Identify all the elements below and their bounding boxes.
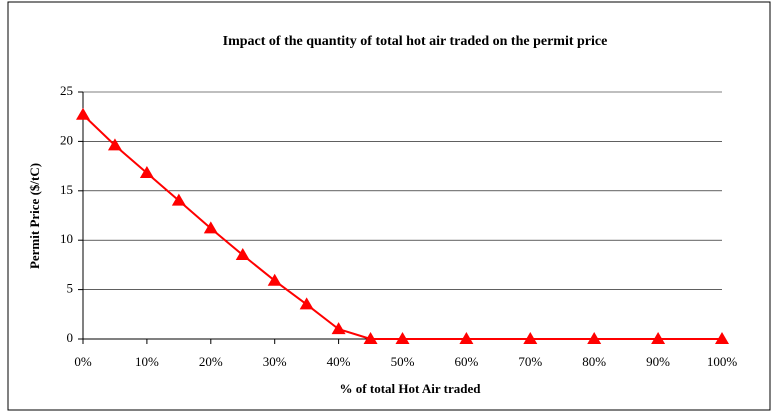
data-point (267, 273, 282, 286)
x-tick-label: 100% (707, 354, 738, 369)
x-tick-label: 40% (327, 354, 351, 369)
x-tick-label: 90% (646, 354, 670, 369)
data-point (363, 332, 378, 344)
x-axis-label: % of total Hot Air traded (340, 381, 482, 396)
data-point (235, 248, 250, 261)
x-tick-label: 60% (454, 354, 478, 369)
series-line (82, 114, 722, 340)
data-point (587, 332, 602, 344)
x-tick-label: 70% (518, 354, 542, 369)
chart-title: Impact of the quantity of total hot air … (223, 34, 608, 49)
data-point (715, 332, 729, 344)
y-tick-label: 5 (67, 281, 74, 296)
data-point (523, 332, 538, 344)
data-point (107, 138, 122, 151)
data-point (459, 332, 474, 344)
x-tick-label: 20% (199, 354, 223, 369)
data-point (203, 221, 218, 234)
x-tick-label: 0% (74, 354, 92, 369)
y-tick-label: 10 (60, 231, 73, 246)
x-tick-label: 50% (391, 354, 415, 369)
data-point (76, 107, 90, 120)
y-axis-label: Permit Price ($/tC) (27, 163, 42, 269)
data-point (395, 332, 410, 344)
y-tick-label: 0 (67, 330, 74, 345)
chart-border (7, 1, 771, 411)
y-tick-label: 20 (60, 132, 73, 147)
y-tick-label: 15 (60, 182, 73, 197)
x-tick-label: 80% (582, 354, 606, 369)
y-tick-label: 25 (60, 83, 73, 98)
data-point (651, 332, 666, 344)
x-tick-label: 30% (263, 354, 287, 369)
data-point (299, 297, 314, 310)
data-point (139, 166, 154, 179)
data-point (331, 322, 346, 335)
x-tick-label: 10% (135, 354, 159, 369)
data-point (171, 193, 186, 206)
